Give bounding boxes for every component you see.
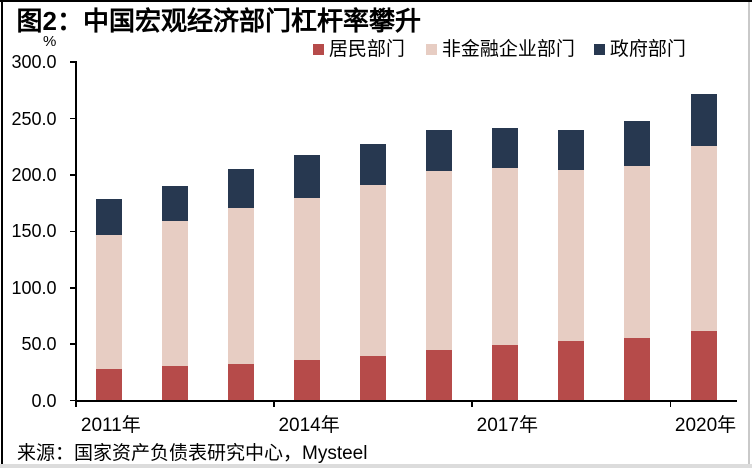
y-axis-tick-label: 150.0 <box>11 221 57 242</box>
bar-segment-household <box>228 363 254 401</box>
bar-segment-household <box>95 369 122 401</box>
bar-segment-household <box>161 365 188 401</box>
frame-border-top <box>0 0 752 2</box>
y-axis-line <box>74 61 77 408</box>
x-axis-tick <box>471 400 474 408</box>
legend-label: 居民部门 <box>328 38 405 60</box>
bar-segment-household <box>690 330 717 401</box>
legend-label: 非金融企业部门 <box>441 38 575 60</box>
y-axis-tick <box>70 174 76 176</box>
y-axis-tick <box>70 399 76 402</box>
legend-entry: 政府部门 <box>593 38 686 60</box>
bar-segment-non-financial-corporate <box>492 167 519 346</box>
bar-segment-non-financial-corporate <box>360 185 387 357</box>
bar-segment-non-financial-corporate <box>624 165 651 338</box>
x-axis-tick-label: 2014年 <box>278 414 340 436</box>
frame-border-left <box>1 1 3 464</box>
legend-swatch-government <box>593 43 605 56</box>
frame-border-right <box>748 1 751 464</box>
bar-segment-household <box>558 341 585 401</box>
bar-segment-household <box>624 337 651 401</box>
bar-segment-non-financial-corporate <box>294 197 321 360</box>
bar-segment-government <box>690 94 717 147</box>
y-axis-tick-label: 0.0 <box>31 390 57 411</box>
y-axis-tick <box>70 286 76 289</box>
x-axis-tick <box>669 400 672 408</box>
y-axis-tick <box>70 230 76 233</box>
legend-swatch-household <box>312 43 324 56</box>
bar-segment-household <box>492 345 519 401</box>
x-axis-tick-label: 2020年 <box>674 414 737 436</box>
bar-segment-government <box>161 185 188 222</box>
frame-border-bottom <box>0 463 752 468</box>
x-axis-tick-label: 2011年 <box>80 414 141 436</box>
y-axis-tick-label: 300.0 <box>11 52 57 73</box>
bar-segment-government <box>228 168 254 209</box>
bar-segment-government <box>95 199 122 236</box>
bar-segment-non-financial-corporate <box>690 146 717 331</box>
y-axis-tick <box>70 117 76 120</box>
legend-entry: 非金融企业部门 <box>425 38 575 60</box>
legend-swatch-non-financial-corporate <box>425 43 437 56</box>
y-axis-unit-label: % <box>43 32 57 50</box>
bar-segment-government <box>294 154 321 198</box>
legend-label: 政府部门 <box>609 38 686 60</box>
y-axis-tick-label: 50.0 <box>21 334 57 355</box>
chart-title: 图2：中国宏观经济部门杠杆率攀升 <box>16 6 421 36</box>
bar-segment-non-financial-corporate <box>95 235 122 370</box>
bar-segment-government <box>360 143 387 186</box>
bar-segment-non-financial-corporate <box>228 208 254 364</box>
bar-segment-government <box>426 130 453 172</box>
bar-segment-government <box>558 129 585 171</box>
bar-segment-government <box>492 127 519 168</box>
bar-segment-household <box>426 350 453 401</box>
y-axis-tick <box>70 61 76 64</box>
x-axis-tick <box>273 400 275 408</box>
legend-entry: 居民部门 <box>312 38 405 60</box>
y-axis-tick <box>70 343 76 346</box>
bar-segment-non-financial-corporate <box>558 170 585 342</box>
bar-segment-non-financial-corporate <box>161 221 188 366</box>
bar-segment-government <box>624 121 651 166</box>
x-axis-tick-label: 2017年 <box>476 414 538 436</box>
bar-segment-household <box>360 356 387 401</box>
y-axis-tick-label: 100.0 <box>11 277 57 298</box>
y-axis-tick-label: 250.0 <box>11 108 57 129</box>
x-axis-line <box>74 399 737 402</box>
y-axis-tick-label: 200.0 <box>11 165 57 185</box>
source-note: 来源：国家资产负债表研究中心，Mysteel <box>17 442 368 464</box>
bar-segment-household <box>294 360 321 401</box>
bar-segment-non-financial-corporate <box>426 171 453 351</box>
